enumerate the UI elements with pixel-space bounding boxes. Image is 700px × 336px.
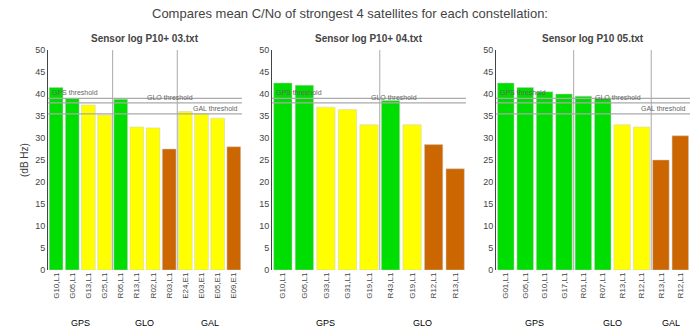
svg-text:GPS threshold: GPS threshold: [276, 89, 322, 96]
svg-text:G19,L1: G19,L1: [408, 272, 417, 299]
svg-text:G05,L1: G05,L1: [300, 272, 309, 299]
svg-text:25: 25: [483, 155, 493, 165]
svg-text:10: 10: [259, 221, 269, 231]
svg-text:G10,L1: G10,L1: [52, 272, 61, 299]
svg-text:E03,E1: E03,E1: [197, 272, 206, 299]
svg-text:G05,L1: G05,L1: [68, 272, 77, 299]
svg-text:45: 45: [259, 67, 269, 77]
svg-text:G01,L1: G01,L1: [501, 272, 510, 299]
svg-text:35: 35: [259, 111, 269, 121]
svg-text:Sensor log P10+ 03.txt: Sensor log P10+ 03.txt: [91, 33, 199, 44]
svg-text:GAL threshold: GAL threshold: [193, 105, 238, 112]
svg-text:30: 30: [35, 133, 45, 143]
svg-text:(dB Hz): (dB Hz): [19, 143, 30, 177]
svg-text:R05,L1: R05,L1: [116, 272, 125, 298]
svg-text:15: 15: [483, 199, 493, 209]
svg-text:GLO: GLO: [413, 318, 432, 328]
svg-text:R12,L1: R12,L1: [676, 272, 685, 298]
svg-text:25: 25: [35, 155, 45, 165]
svg-text:R13,L1: R13,L1: [132, 272, 141, 298]
svg-text:0: 0: [40, 265, 45, 275]
svg-text:35: 35: [483, 111, 493, 121]
svg-text:0: 0: [264, 265, 269, 275]
svg-text:40: 40: [483, 89, 493, 99]
svg-text:R12,L1: R12,L1: [637, 272, 646, 298]
svg-text:45: 45: [35, 67, 45, 77]
svg-text:GLO threshold: GLO threshold: [147, 94, 193, 101]
svg-text:GPS: GPS: [525, 318, 544, 328]
svg-text:15: 15: [35, 199, 45, 209]
svg-text:30: 30: [259, 133, 269, 143]
svg-text:R13,L1: R13,L1: [618, 272, 627, 298]
svg-text:25: 25: [259, 155, 269, 165]
svg-text:G31,L1: G31,L1: [343, 272, 352, 299]
svg-text:R07,L1: R07,L1: [598, 272, 607, 298]
svg-text:E24,E1: E24,E1: [181, 272, 190, 299]
svg-text:GLO: GLO: [603, 318, 622, 328]
svg-text:GPS: GPS: [316, 318, 335, 328]
svg-text:5: 5: [40, 243, 45, 253]
svg-text:E09,E1: E09,E1: [229, 272, 238, 299]
svg-text:R12,L1: R12,L1: [429, 272, 438, 298]
svg-text:Sensor log P10+ 04.txt: Sensor log P10+ 04.txt: [315, 33, 423, 44]
svg-text:10: 10: [35, 221, 45, 231]
svg-text:GLO threshold: GLO threshold: [595, 94, 641, 101]
svg-text:Sensor log P10 05.txt: Sensor log P10 05.txt: [542, 33, 644, 44]
svg-text:G17,L1: G17,L1: [560, 272, 569, 299]
svg-text:5: 5: [264, 243, 269, 253]
svg-text:30: 30: [483, 133, 493, 143]
svg-text:20: 20: [35, 177, 45, 187]
svg-text:R13,L1: R13,L1: [657, 272, 666, 298]
svg-text:G25,L1: G25,L1: [100, 272, 109, 299]
svg-text:50: 50: [259, 45, 269, 55]
svg-text:GPS: GPS: [71, 318, 90, 328]
svg-text:GAL threshold: GAL threshold: [641, 105, 686, 112]
svg-text:10: 10: [483, 221, 493, 231]
svg-text:40: 40: [259, 89, 269, 99]
svg-text:GLO: GLO: [135, 318, 154, 328]
svg-text:20: 20: [259, 177, 269, 187]
svg-text:G33,L1: G33,L1: [322, 272, 331, 299]
svg-text:35: 35: [35, 111, 45, 121]
svg-text:E05,E1: E05,E1: [213, 272, 222, 299]
svg-text:R02,L1: R02,L1: [149, 272, 158, 298]
svg-text:GLO threshold: GLO threshold: [371, 94, 417, 101]
svg-text:15: 15: [259, 199, 269, 209]
svg-text:R03,L1: R03,L1: [165, 272, 174, 298]
svg-text:20: 20: [483, 177, 493, 187]
svg-text:G13,L1: G13,L1: [84, 272, 93, 299]
svg-text:45: 45: [483, 67, 493, 77]
svg-text:50: 50: [483, 45, 493, 55]
svg-text:40: 40: [35, 89, 45, 99]
svg-text:GPS threshold: GPS threshold: [500, 89, 546, 96]
svg-text:Compares mean C/No of stronges: Compares mean C/No of strongest 4 satell…: [152, 6, 548, 21]
svg-text:R43,L1: R43,L1: [386, 272, 395, 298]
svg-text:GAL: GAL: [662, 318, 680, 328]
svg-text:G05,L1: G05,L1: [521, 272, 530, 299]
svg-text:50: 50: [35, 45, 45, 55]
svg-text:G19,L1: G19,L1: [365, 272, 374, 299]
svg-text:R13,L1: R13,L1: [451, 272, 460, 298]
svg-text:5: 5: [488, 243, 493, 253]
svg-text:GAL: GAL: [201, 318, 219, 328]
svg-text:0: 0: [488, 265, 493, 275]
svg-text:G10,L1: G10,L1: [278, 272, 287, 299]
svg-text:GPS threshold: GPS threshold: [52, 89, 98, 96]
svg-text:R01,L1: R01,L1: [579, 272, 588, 298]
svg-text:G10,L1: G10,L1: [540, 272, 549, 299]
